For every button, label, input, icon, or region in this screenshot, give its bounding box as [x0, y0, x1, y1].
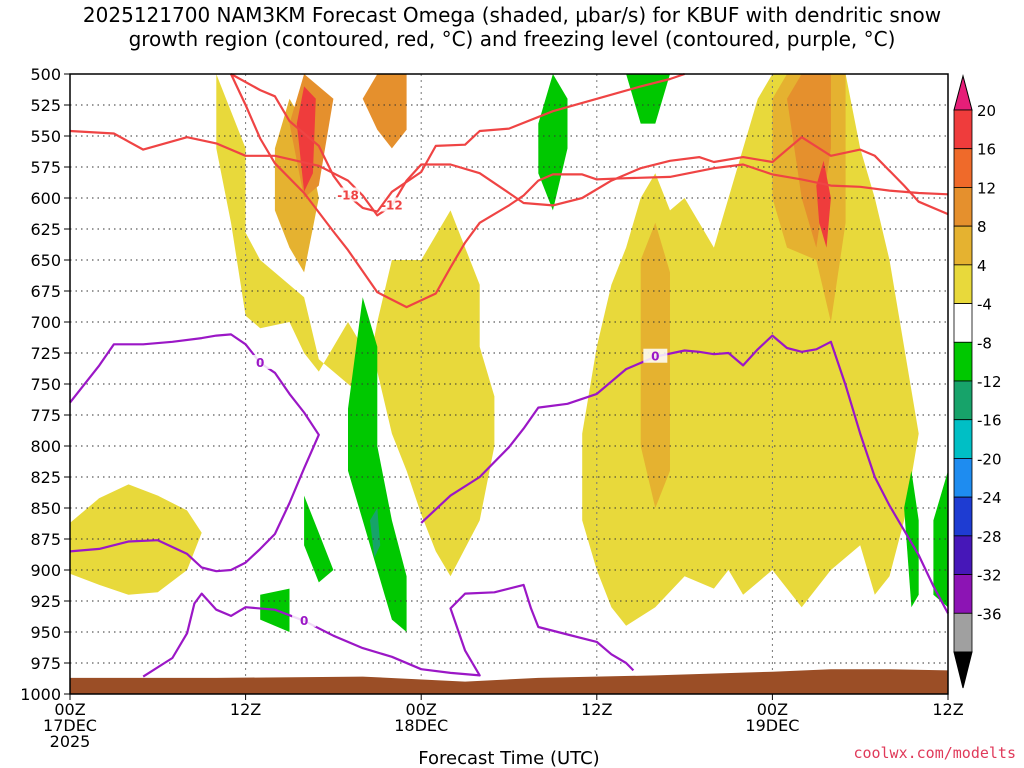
colorbar-swatch-3: [953, 225, 973, 266]
omega-shade-17: [933, 470, 948, 608]
x-tick-label-36-0: 12Z: [581, 700, 612, 719]
contour-label-3: 0: [256, 356, 264, 370]
contour-label-bg-4: [292, 612, 317, 627]
y-tick-label-775: 775: [30, 406, 61, 425]
credit-text: coolwx.com/modelts: [853, 744, 1016, 762]
colorbar-swatch-2: [953, 187, 973, 227]
chart-title-line2: growth region (contoured, red, °C) and f…: [129, 27, 896, 51]
contour-line-4: [142, 583, 635, 678]
colorbar-label-4: 4: [977, 257, 987, 275]
x-tick-label-48-0: 00Z: [757, 700, 788, 719]
x-tick-label-24-0: 00Z: [406, 700, 437, 719]
contour-label-bg-5: [643, 348, 668, 363]
contour-line-5: [420, 334, 949, 614]
omega-shade-11: [348, 297, 407, 632]
x-tick-label-0-0: 00Z: [54, 700, 85, 719]
colorbar-swatch-13: [953, 612, 973, 653]
y-tick-label-700: 700: [30, 313, 61, 332]
colorbar-label-8: -16: [977, 412, 1002, 430]
y-tick-label-600: 600: [30, 189, 61, 208]
y-tick-label-925: 925: [30, 592, 61, 611]
y-tick-label-625: 625: [30, 220, 61, 239]
contour-line-2: [230, 73, 949, 309]
colorbar-label-5: -4: [977, 296, 992, 314]
x-tick-label-0-2: 2025: [50, 732, 91, 751]
contour-label-bg-1: [336, 187, 361, 202]
contour-lines: -12 -18 0 0 0: [69, 72, 949, 678]
colorbar-label-10: -24: [977, 489, 1002, 507]
colorbar-swatch-9: [953, 458, 973, 498]
omega-shade-9: [296, 86, 316, 192]
plot-area: -12 -18 0 0 0: [69, 72, 949, 695]
colorbar-bottom-arrow: [953, 651, 973, 689]
y-tick-label-650: 650: [30, 251, 61, 270]
colorbar-swatch-4: [953, 264, 973, 304]
colorbar-swatch-1: [953, 148, 973, 188]
y-tick-label-500: 500: [30, 65, 61, 84]
y-axis-ticks: 500 525 550 575 600 625 650 675 700 725 750 775 800 8…: [20, 65, 70, 704]
colorbar-label-2: 12: [977, 179, 996, 197]
omega-shade-18: [370, 508, 381, 558]
y-tick-label-825: 825: [30, 468, 61, 487]
contour-label-bg-3: [248, 354, 273, 369]
colorbar-label-0: 20: [977, 102, 996, 120]
colorbar-swatch-12: [953, 574, 973, 614]
y-tick-label-675: 675: [30, 282, 61, 301]
x-tick-label-12-0: 12Z: [230, 700, 261, 719]
contour-line-0: [69, 129, 949, 217]
y-tick-label-800: 800: [30, 437, 61, 456]
colorbar-label-1: 16: [977, 141, 996, 159]
colorbar-label-13: -36: [977, 605, 1002, 623]
omega-shade-0: [216, 74, 495, 577]
y-tick-label-850: 850: [30, 499, 61, 518]
omega-shade-7: [362, 74, 407, 149]
y-tick-label-875: 875: [30, 530, 61, 549]
colorbar-swatch-11: [953, 535, 973, 575]
y-tick-label-725: 725: [30, 344, 61, 363]
omega-shading: [70, 74, 948, 632]
omega-shade-4: [640, 222, 670, 509]
colorbar-label-11: -28: [977, 528, 1002, 546]
contour-label-5: 0: [651, 350, 659, 364]
colorbar-label-6: -8: [977, 334, 992, 352]
colorbar-swatch-7: [953, 380, 973, 421]
contour-label-1: -18: [337, 189, 359, 203]
colorbar-swatch-10: [953, 496, 973, 537]
colorbar-label-9: -20: [977, 450, 1002, 468]
contour-label-4: 0: [300, 614, 308, 628]
y-tick-label-975: 975: [30, 654, 61, 673]
y-tick-label-525: 525: [30, 96, 61, 115]
y-tick-label-550: 550: [30, 127, 61, 146]
terrain: [70, 669, 948, 694]
y-tick-label-575: 575: [30, 158, 61, 177]
x-tick-label-24-1: 18DEC: [394, 716, 448, 735]
contour-label-0: -12: [381, 198, 403, 212]
x-tick-label-60-0: 12Z: [932, 700, 963, 719]
colorbar: 20 16 12 8 4 -4 -8 -12 -16 -20 -24 -28 -32 -36: [953, 74, 1002, 689]
colorbar-swatch-0: [953, 109, 973, 150]
contour-line-3: [69, 333, 320, 573]
chart-title-line1: 2025121700 NAM3KM Forecast Omega (shaded…: [83, 3, 941, 27]
colorbar-label-12: -32: [977, 567, 1002, 585]
y-tick-label-750: 750: [30, 375, 61, 394]
y-tick-label-900: 900: [30, 561, 61, 580]
contour-line-1: [230, 72, 685, 213]
grid-lines: [70, 74, 948, 694]
x-tick-label-48-1: 19DEC: [745, 716, 799, 735]
colorbar-swatch-8: [953, 419, 973, 459]
omega-shade-16: [904, 470, 919, 608]
terrain-surface: [70, 669, 948, 694]
y-tick-label-1000: 1000: [20, 685, 61, 704]
colorbar-label-7: -12: [977, 373, 1002, 391]
colorbar-label-3: 8: [977, 218, 987, 236]
colorbar-swatch-5: [953, 303, 973, 343]
colorbar-swatch-6: [953, 341, 973, 382]
omega-shade-1: [70, 484, 202, 595]
colorbar-top-arrow: [953, 74, 973, 111]
x-tick-label-0-1: 17DEC: [43, 716, 97, 735]
y-tick-label-950: 950: [30, 623, 61, 642]
x-axis-label: Forecast Time (UTC): [418, 748, 599, 768]
